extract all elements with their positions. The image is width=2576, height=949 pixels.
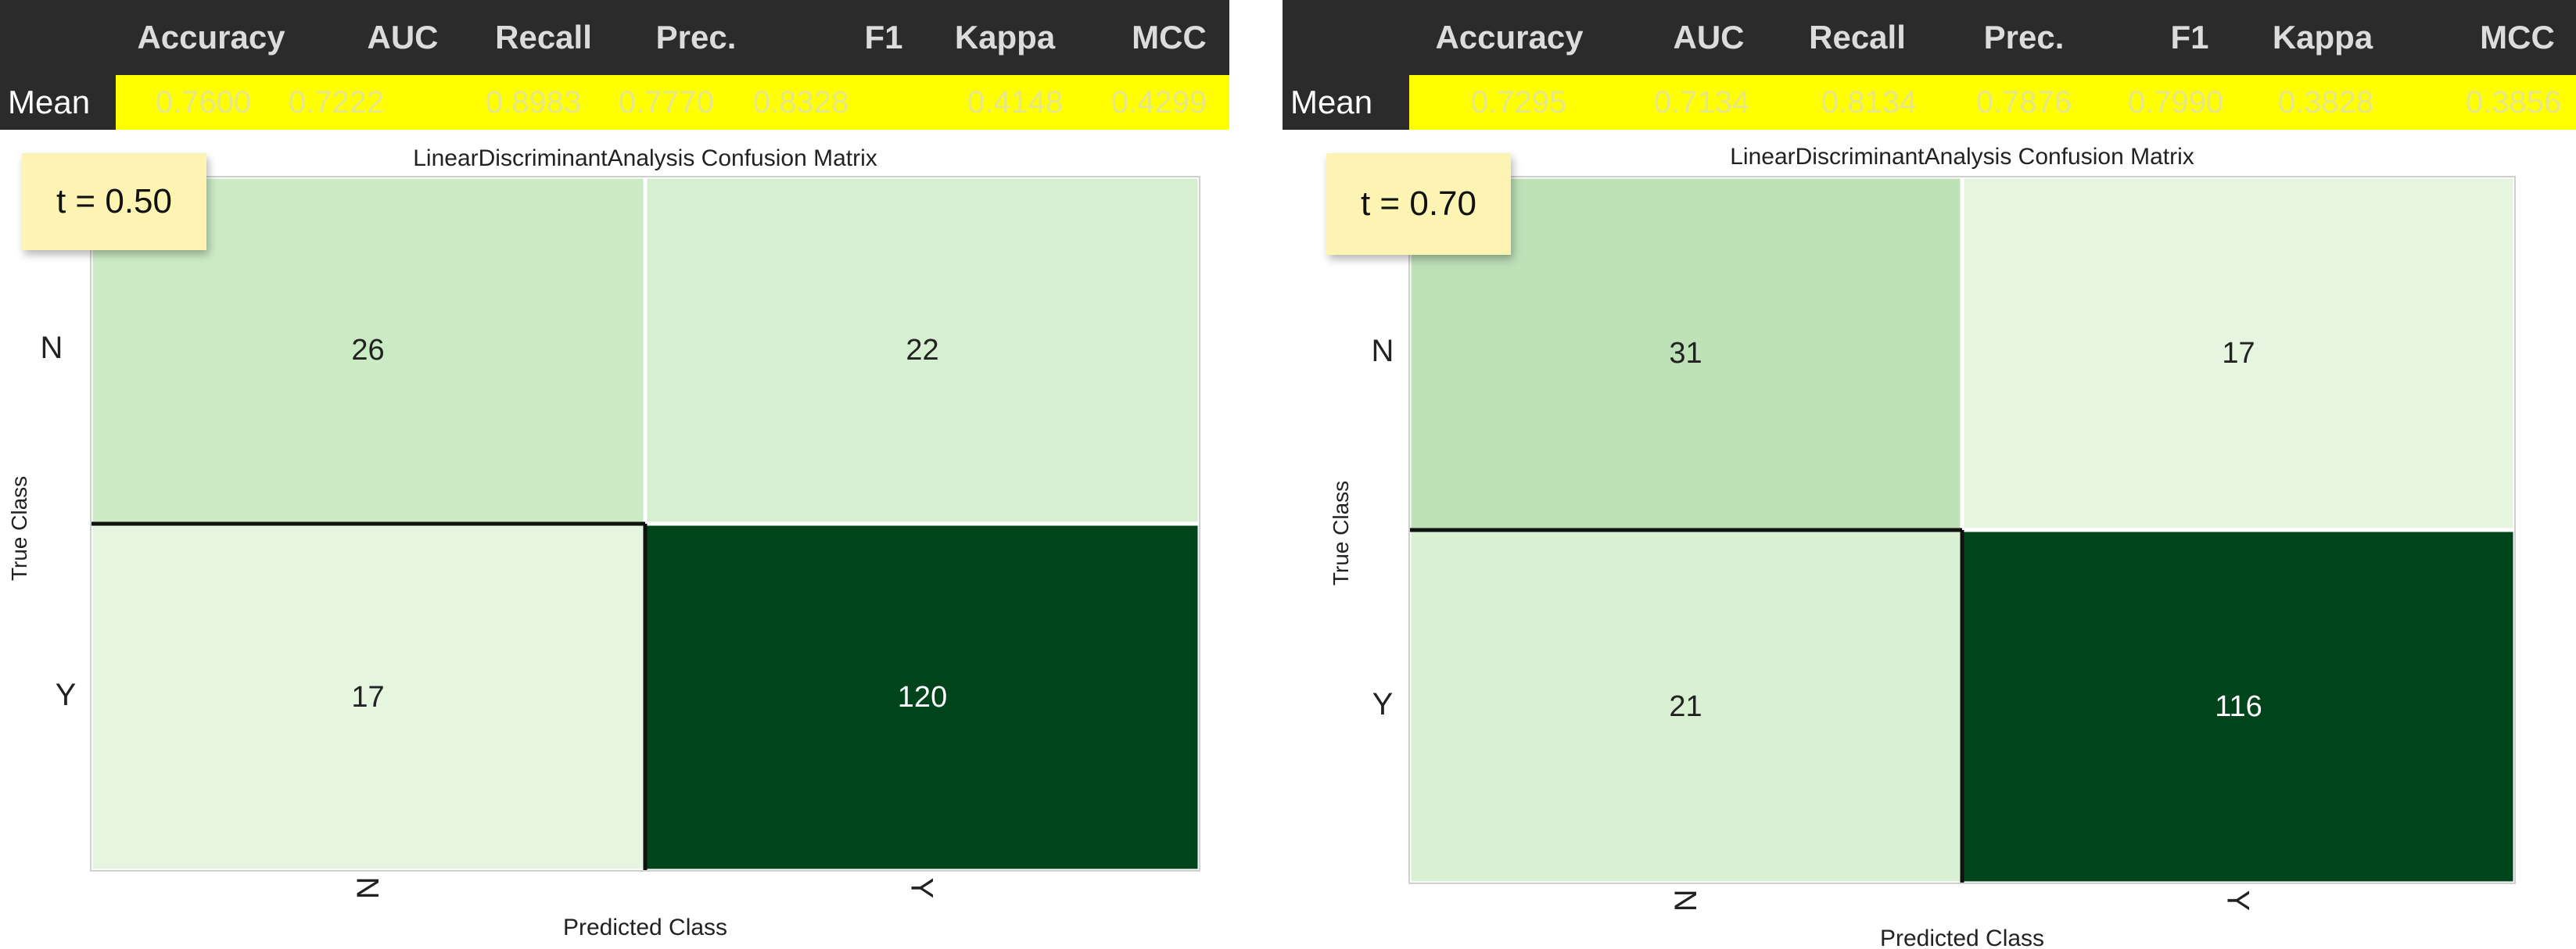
header-mcc: MCC <box>1132 19 1207 56</box>
x-tick-label: Y <box>905 878 939 899</box>
header-f1: F1 <box>2170 19 2209 56</box>
matrix-frame <box>1408 176 2516 884</box>
chart-title: LinearDiscriminantAnalysis Confusion Mat… <box>413 145 877 171</box>
x-tick-label: N <box>350 877 385 900</box>
header-recall: Recall <box>495 19 592 56</box>
y-tick-label: Y <box>1372 687 1394 722</box>
metrics-header-row: Accuracy AUC Recall Prec. F1 Kappa MCC <box>0 0 1229 75</box>
mean-label: Mean <box>0 75 116 130</box>
confusion-matrix-chart: LinearDiscriminantAnalysis Confusion Mat… <box>7 145 1202 940</box>
header-recall: Recall <box>1809 19 1906 56</box>
x-tick-label: Y <box>2221 890 2255 911</box>
cell-value-label: 120 <box>898 681 947 714</box>
mean-kappa: 0.4148 <box>967 85 1064 120</box>
mean-f1: 0.8328 <box>752 85 849 120</box>
mean-f1: 0.7990 <box>2127 85 2224 120</box>
y-axis-label: True Class <box>7 476 31 581</box>
cell-value-label: 17 <box>2222 337 2255 370</box>
cell-value-label: 31 <box>1669 337 1702 370</box>
matrix-cell-Y-Y <box>1960 528 2517 886</box>
mean-mcc: 0.4299 <box>1110 85 1207 120</box>
x-tick-label: N <box>1668 890 1702 912</box>
cell-value-label: 116 <box>2215 690 2262 723</box>
matrix-cell-N-Y <box>1960 174 2517 532</box>
metrics-header-row: Accuracy AUC Recall Prec. F1 Kappa MCC <box>1283 0 2576 75</box>
x-axis-label: Predicted Class <box>563 915 727 940</box>
header-prec: Prec. <box>655 19 737 56</box>
header-prec: Prec. <box>1983 19 2065 56</box>
cell-value-label: 17 <box>351 681 384 714</box>
confusion-matrix-chart: LinearDiscriminantAnalysis Confusion Mat… <box>1329 144 2517 949</box>
mean-mcc: 0.3856 <box>2465 85 2562 120</box>
y-tick-label: N <box>1372 334 1394 368</box>
x-axis-label: Predicted Class <box>1880 926 2044 949</box>
mean-values-strip: 0.7295 0.7134 0.8134 0.7876 0.7990 0.382… <box>1409 75 2576 130</box>
mean-values-strip: 0.7600 0.7222 0.8983 0.7770 0.8328 0.414… <box>116 75 1229 130</box>
threshold-note: t = 0.50 <box>22 153 206 250</box>
header-auc: AUC <box>367 19 439 56</box>
cell-value-label: 21 <box>1669 690 1702 723</box>
y-tick-label: Y <box>56 678 77 712</box>
y-tick-label: N <box>41 331 63 365</box>
mean-kappa: 0.3828 <box>2277 85 2374 120</box>
cell-value-label: 22 <box>906 334 938 367</box>
header-accuracy: Accuracy <box>1435 19 1584 56</box>
mean-accuracy: 0.7600 <box>155 85 252 120</box>
header-f1: F1 <box>864 19 903 56</box>
mean-label: Mean <box>1283 75 1409 130</box>
header-mcc: MCC <box>2480 19 2555 56</box>
metrics-mean-row: Mean 0.7295 0.7134 0.8134 0.7876 0.7990 … <box>1283 75 2576 130</box>
mean-accuracy: 0.7295 <box>1470 85 1567 120</box>
cell-value-label: 26 <box>351 334 384 367</box>
right-panel: Accuracy AUC Recall Prec. F1 Kappa MCC M… <box>1283 0 2576 949</box>
matrix-cell-N-Y <box>643 174 1202 526</box>
header-kappa: Kappa <box>2272 19 2373 56</box>
header-auc: AUC <box>1673 19 1745 56</box>
chart-title: LinearDiscriminantAnalysis Confusion Mat… <box>1730 144 2194 170</box>
metrics-mean-row: Mean 0.7600 0.7222 0.8983 0.7770 0.8328 … <box>0 75 1229 130</box>
header-accuracy: Accuracy <box>137 19 285 56</box>
y-axis-label: True Class <box>1329 481 1353 586</box>
mean-recall: 0.8134 <box>1821 85 1918 120</box>
mean-prec: 0.7876 <box>1975 85 2072 120</box>
matrix-frame <box>90 176 1200 872</box>
mean-auc: 0.7134 <box>1653 85 1750 120</box>
matrix-cell-Y-N <box>88 521 648 873</box>
mean-recall: 0.8983 <box>485 85 582 120</box>
mean-auc: 0.7222 <box>288 85 385 120</box>
threshold-note: t = 0.70 <box>1326 153 1511 255</box>
mean-prec: 0.7770 <box>618 85 715 120</box>
header-kappa: Kappa <box>954 19 1056 56</box>
left-panel: Accuracy AUC Recall Prec. F1 Kappa MCC M… <box>0 0 1283 949</box>
